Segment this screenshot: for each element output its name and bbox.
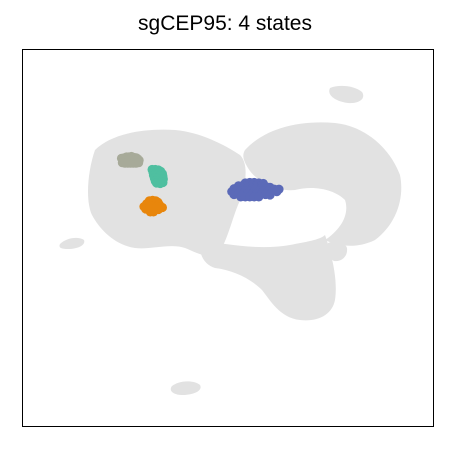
scatter-point bbox=[148, 207, 159, 217]
state-cluster bbox=[147, 164, 168, 189]
highlighted-states bbox=[116, 151, 284, 217]
scatter-point bbox=[155, 178, 165, 189]
background-cluster-right bbox=[243, 122, 402, 246]
background-cluster-mid-right bbox=[326, 241, 348, 262]
scatter-point bbox=[265, 190, 275, 200]
scatter-point bbox=[134, 158, 144, 168]
scatter-point bbox=[272, 187, 282, 197]
background-cluster-bottom bbox=[170, 381, 201, 395]
state-cluster bbox=[116, 151, 144, 168]
background-cluster-small-left bbox=[59, 237, 85, 249]
background-cluster-top-right bbox=[329, 85, 364, 104]
state-cluster bbox=[139, 195, 167, 217]
background-cluster-lower-arm bbox=[199, 235, 336, 321]
chart-title: sgCEP95: 4 states bbox=[138, 12, 312, 35]
background-cluster-left bbox=[88, 129, 246, 256]
scatter-point bbox=[254, 192, 264, 202]
state-cluster bbox=[227, 177, 284, 202]
